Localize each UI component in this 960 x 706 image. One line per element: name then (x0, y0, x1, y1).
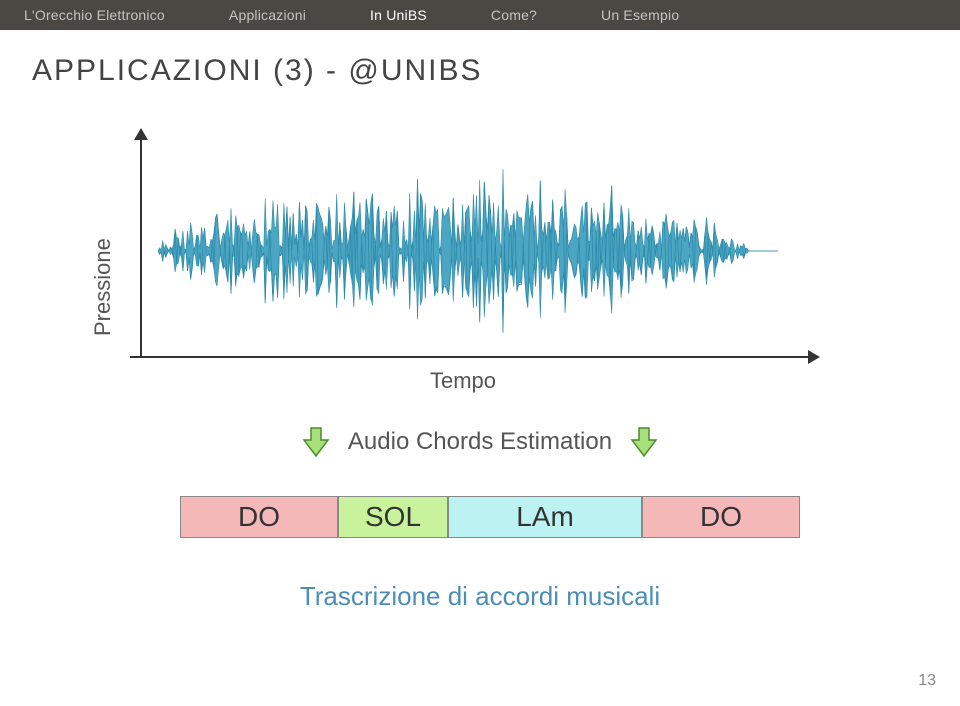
slide-title: APPLICAZIONI (3) - @UNIBS (0, 30, 960, 96)
x-axis (130, 356, 810, 358)
caption: Trascrizione di accordi musicali (70, 581, 890, 612)
process-row: Audio Chords Estimation (70, 426, 890, 463)
x-axis-label: Tempo (430, 368, 496, 394)
process-label: Audio Chords Estimation (348, 428, 612, 456)
y-axis-label: Pressione (90, 238, 116, 336)
nav-item[interactable]: In UniBS (370, 7, 427, 23)
chord-cell: SOL (338, 496, 448, 538)
nav-item[interactable]: Come? (491, 7, 537, 23)
chord-cell: DO (180, 496, 338, 538)
down-arrow-icon (630, 426, 658, 458)
nav-item[interactable]: Un Esempio (601, 7, 679, 23)
chord-cell: LAm (448, 496, 642, 538)
top-nav: L'Orecchio Elettronico Applicazioni In Uni… (0, 0, 960, 30)
waveform (158, 156, 778, 346)
chord-cell: DO (642, 496, 800, 538)
nav-item[interactable]: Applicazioni (229, 7, 306, 23)
page-number: 13 (918, 672, 936, 690)
down-arrow-icon (302, 426, 330, 458)
nav-item[interactable]: L'Orecchio Elettronico (24, 7, 165, 23)
chord-sequence: DOSOLLAmDO (180, 496, 800, 538)
x-axis-arrow (808, 350, 820, 364)
y-axis (140, 136, 142, 356)
